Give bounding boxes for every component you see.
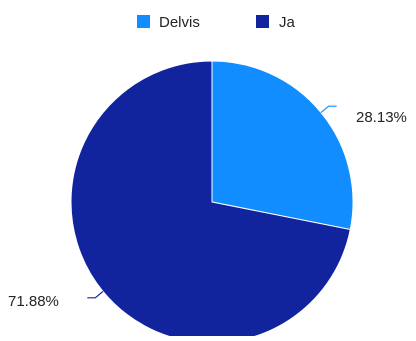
leader-line-ja xyxy=(87,290,104,299)
legend-swatch-ja xyxy=(256,15,269,28)
data-label-ja: 71.88% xyxy=(8,293,59,310)
pie-slices xyxy=(70,60,354,341)
legend: Delvis Ja xyxy=(137,14,296,31)
pie-slice-delvis[interactable] xyxy=(211,60,354,231)
pie-slice-ja[interactable] xyxy=(70,60,351,341)
leader-line-delvis xyxy=(320,105,337,114)
legend-label-ja: Ja xyxy=(279,14,296,31)
leader-lines xyxy=(87,105,337,299)
legend-swatch-delvis xyxy=(137,15,150,28)
legend-label-delvis: Delvis xyxy=(159,14,200,31)
data-label-delvis: 28.13% xyxy=(356,109,407,126)
